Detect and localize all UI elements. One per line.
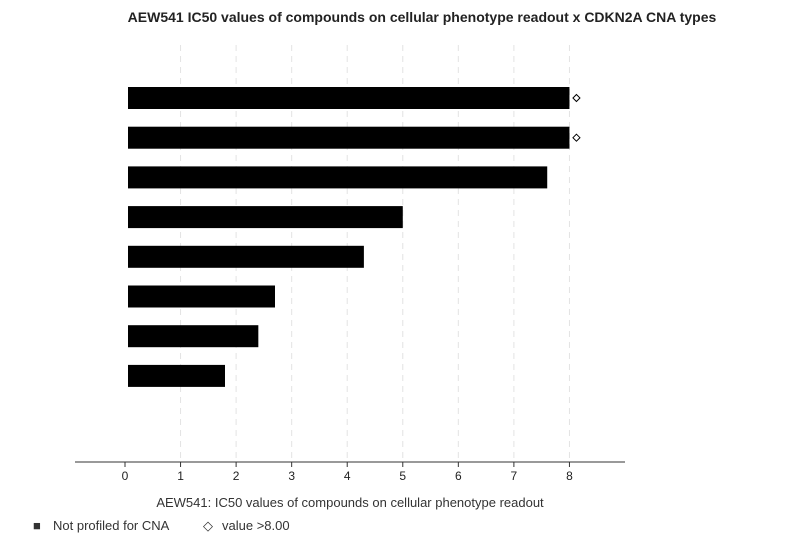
x-tick-label: 3 bbox=[288, 469, 295, 483]
legend-label-not-profiled: Not profiled for CNA bbox=[53, 518, 170, 533]
legend-label-capped: value >8.00 bbox=[222, 518, 290, 533]
x-tick-label: 5 bbox=[399, 469, 406, 483]
grid-lines bbox=[180, 45, 570, 462]
legend-symbol-capped: ◇ bbox=[203, 518, 213, 533]
bar bbox=[128, 87, 570, 109]
x-tick-label: 4 bbox=[344, 469, 351, 483]
x-tick-label: 1 bbox=[177, 469, 184, 483]
x-tick-label: 2 bbox=[233, 469, 240, 483]
bars bbox=[128, 87, 570, 387]
bar bbox=[128, 285, 275, 308]
x-axis-label: AEW541: IC50 values of compounds on cell… bbox=[156, 495, 544, 510]
legend: ■ Not profiled for CNA ◇ value >8.00 bbox=[33, 518, 290, 533]
x-tick-label: 7 bbox=[511, 469, 518, 483]
x-axis-ticks: 0 1 2 3 4 5 6 7 8 bbox=[122, 462, 573, 483]
legend-symbol-not-profiled: ■ bbox=[33, 518, 41, 533]
capped-markers bbox=[572, 93, 581, 142]
bar bbox=[128, 325, 259, 348]
x-tick-label: 0 bbox=[122, 469, 129, 483]
x-tick-label: 8 bbox=[566, 469, 573, 483]
bar bbox=[128, 245, 364, 268]
bar bbox=[128, 364, 225, 387]
x-tick-label: 6 bbox=[455, 469, 462, 483]
bar bbox=[128, 166, 548, 189]
chart-title: AEW541 IC50 values of compounds on cellu… bbox=[128, 9, 717, 25]
bar bbox=[128, 206, 403, 229]
bar bbox=[128, 126, 570, 149]
capped-value-marker bbox=[572, 133, 581, 142]
capped-value-marker bbox=[572, 93, 581, 103]
